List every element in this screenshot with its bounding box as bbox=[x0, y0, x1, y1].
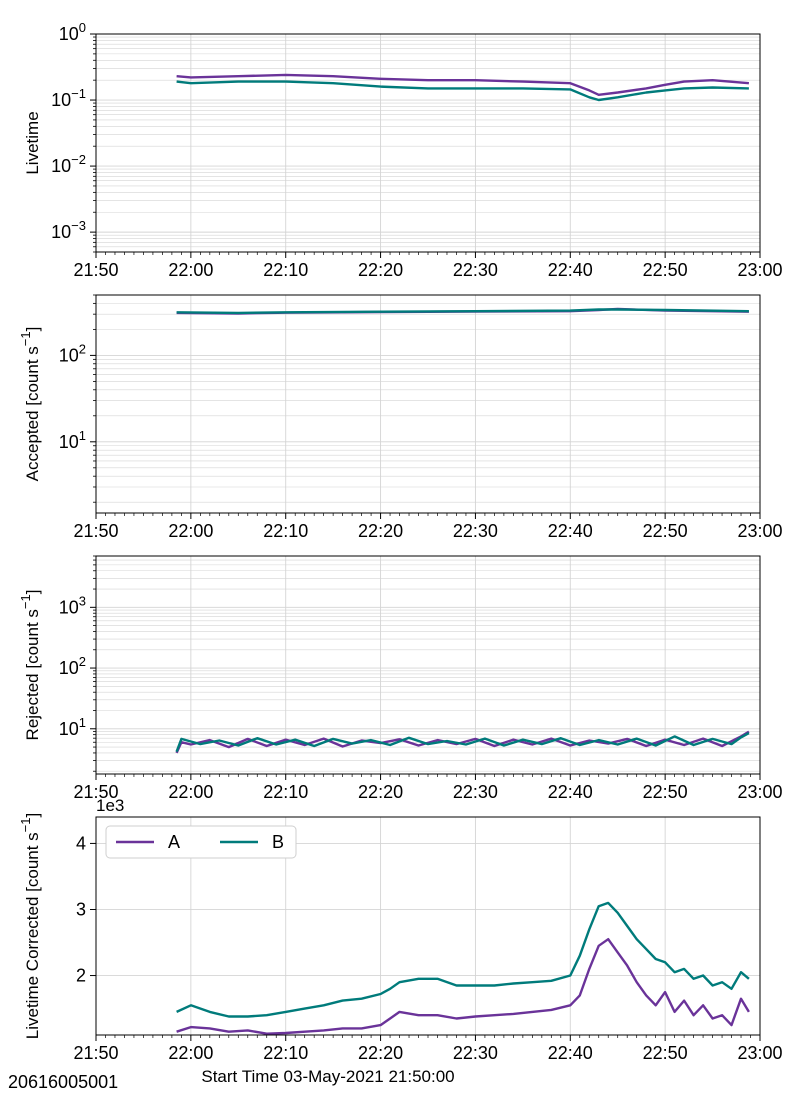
y-tick-label: 100 bbox=[59, 20, 86, 44]
y-tick-exponent: 2 bbox=[79, 654, 86, 669]
y-tick-exponent: −2 bbox=[71, 152, 86, 167]
y-tick-base: 10 bbox=[51, 222, 71, 242]
y-tick-exponent: 1 bbox=[79, 715, 86, 730]
series-line-b bbox=[176, 308, 749, 315]
axes-frame bbox=[95, 33, 761, 253]
y-tick-base: 10 bbox=[59, 24, 79, 44]
y-tick-base: 10 bbox=[59, 597, 79, 617]
x-tick-label: 21:50 bbox=[73, 260, 118, 280]
y-axis-label: Livetime bbox=[23, 111, 42, 174]
y-axis-label-text: Livetime bbox=[23, 111, 42, 174]
y-tick-label: 102 bbox=[59, 654, 86, 678]
y-tick-label: 10−1 bbox=[51, 86, 86, 110]
panel-4: 21:50 22:00 22:10 22:20 22:30 22:40 22:50 23:00… bbox=[18, 796, 783, 1086]
y-tick-label: 101 bbox=[59, 715, 86, 739]
y-axis-label: Rejected [count s−1] bbox=[18, 590, 42, 741]
panel-2: 21:50 22:00 22:10 22:20 22:30 22:40 22:50 23:00… bbox=[18, 294, 783, 541]
y-axis-label-exponent: −1 bbox=[18, 817, 33, 832]
y-axis-label-text: Rejected [count s bbox=[23, 609, 42, 740]
y-tick-exponent: 2 bbox=[79, 341, 86, 356]
axes-frame bbox=[95, 555, 761, 775]
x-tick-label: 22:10 bbox=[263, 1043, 308, 1063]
y-axis-label: Livetime Corrected [count s−1] bbox=[18, 813, 42, 1039]
y-tick-base: 10 bbox=[51, 156, 71, 176]
series-line-b bbox=[176, 80, 749, 102]
y-tick-label: 10−2 bbox=[51, 152, 86, 176]
y-axis-label-tail: ] bbox=[23, 813, 42, 818]
x-tick-label: 21:50 bbox=[73, 1043, 118, 1063]
y-axis-label: Accepted [count s−1] bbox=[18, 327, 42, 482]
y-tick-base: 10 bbox=[59, 432, 79, 452]
x-tick-label: 22:40 bbox=[548, 521, 593, 541]
figure-id-label: 20616005001 bbox=[8, 1072, 119, 1092]
y-tick-base: 10 bbox=[59, 658, 79, 678]
y-axis-label-text: Accepted [count s bbox=[23, 346, 42, 481]
x-tick-label: 22:50 bbox=[643, 521, 688, 541]
y-tick-exponent: 3 bbox=[79, 593, 86, 608]
legend-box bbox=[105, 825, 297, 859]
y-axis-label-tail: ] bbox=[23, 327, 42, 332]
legend-label-a: A bbox=[168, 832, 180, 852]
y-tick-exponent: 1 bbox=[79, 428, 86, 443]
x-tick-label: 22:40 bbox=[548, 782, 593, 802]
panel-1: 21:50 22:00 22:10 22:20 22:30 22:40 22:50 23:00… bbox=[23, 20, 783, 280]
x-tick-label: 23:00 bbox=[737, 1043, 782, 1063]
x-tick-label: 22:10 bbox=[263, 782, 308, 802]
y-tick-label: 101 bbox=[59, 428, 86, 452]
y-tick-label: 2 bbox=[76, 966, 86, 986]
x-tick-label: 22:00 bbox=[168, 260, 213, 280]
y-tick-exponent: −1 bbox=[71, 86, 86, 101]
x-tick-label: 22:20 bbox=[358, 260, 403, 280]
x-tick-label: 22:10 bbox=[263, 521, 308, 541]
x-tick-label: 21:50 bbox=[73, 782, 118, 802]
x-tick-label: 22:10 bbox=[263, 260, 308, 280]
x-tick-label: 22:40 bbox=[548, 1043, 593, 1063]
x-tick-label: 22:30 bbox=[453, 260, 498, 280]
x-tick-label: 23:00 bbox=[737, 521, 782, 541]
series-line-a bbox=[176, 938, 750, 1035]
y-axis-label-exponent: −1 bbox=[18, 594, 33, 609]
x-tick-label: 22:50 bbox=[643, 260, 688, 280]
y-tick-label: 10−3 bbox=[51, 218, 86, 242]
x-tick-label: 22:30 bbox=[453, 521, 498, 541]
y-axis-label-tail: ] bbox=[23, 590, 42, 595]
x-tick-label: 22:30 bbox=[453, 782, 498, 802]
x-tick-label: 23:00 bbox=[737, 782, 782, 802]
x-tick-label: 22:20 bbox=[358, 1043, 403, 1063]
y-tick-label: 3 bbox=[76, 899, 86, 919]
y-tick-exponent: −3 bbox=[71, 218, 86, 233]
panel-3: 21:50 22:00 22:10 22:20 22:30 22:40 22:50 23:00… bbox=[18, 555, 783, 802]
x-tick-label: 22:30 bbox=[453, 1043, 498, 1063]
series-line-a bbox=[176, 73, 749, 97]
y-tick-exponent: 0 bbox=[79, 20, 86, 35]
series-line-b bbox=[176, 901, 750, 1018]
series-line-a bbox=[175, 730, 750, 754]
axes-frame bbox=[95, 294, 761, 514]
x-tick-label: 22:20 bbox=[358, 782, 403, 802]
x-tick-label: 22:50 bbox=[643, 782, 688, 802]
y-tick-label: 4 bbox=[76, 833, 86, 853]
x-tick-label: 22:20 bbox=[358, 521, 403, 541]
x-tick-label: 22:00 bbox=[168, 521, 213, 541]
x-tick-label: 22:50 bbox=[643, 1043, 688, 1063]
x-tick-label: 22:00 bbox=[168, 1043, 213, 1063]
x-tick-label: 22:40 bbox=[548, 260, 593, 280]
y-tick-label: 102 bbox=[59, 341, 86, 365]
y-offset-text: 1e3 bbox=[96, 796, 124, 815]
y-axis-label-text: Livetime Corrected [count s bbox=[23, 832, 42, 1039]
series-line-b bbox=[175, 732, 750, 753]
axes-frame bbox=[95, 816, 761, 1036]
y-tick-base: 10 bbox=[51, 90, 71, 110]
legend-label-b: B bbox=[272, 832, 284, 852]
x-tick-label: 21:50 bbox=[73, 521, 118, 541]
y-tick-base: 10 bbox=[59, 719, 79, 739]
x-tick-label: 22:00 bbox=[168, 782, 213, 802]
y-axis-label-exponent: −1 bbox=[18, 331, 33, 346]
y-tick-label: 103 bbox=[59, 593, 86, 617]
x-axis-label: Start Time 03-May-2021 21:50:00 bbox=[201, 1067, 454, 1086]
x-tick-label: 23:00 bbox=[737, 260, 782, 280]
y-tick-base: 10 bbox=[59, 345, 79, 365]
